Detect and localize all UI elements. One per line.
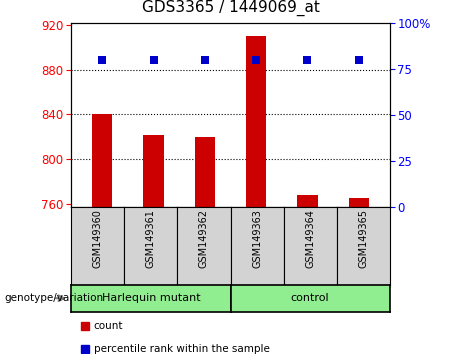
Text: GSM149362: GSM149362 bbox=[199, 210, 209, 268]
Text: GSM149363: GSM149363 bbox=[252, 210, 262, 268]
Bar bbox=[349, 198, 369, 207]
Text: percentile rank within the sample: percentile rank within the sample bbox=[94, 344, 270, 354]
Text: Harlequin mutant: Harlequin mutant bbox=[102, 293, 200, 303]
Bar bbox=[143, 135, 164, 207]
Text: GSM149360: GSM149360 bbox=[93, 210, 103, 268]
Text: genotype/variation: genotype/variation bbox=[5, 293, 104, 303]
Bar bbox=[92, 114, 112, 207]
Text: count: count bbox=[94, 321, 123, 331]
Text: GSM149361: GSM149361 bbox=[146, 210, 156, 268]
Text: control: control bbox=[291, 293, 329, 303]
Text: GSM149364: GSM149364 bbox=[305, 210, 315, 268]
Bar bbox=[297, 195, 318, 207]
Text: GDS3365 / 1449069_at: GDS3365 / 1449069_at bbox=[142, 0, 319, 16]
Bar bbox=[246, 36, 266, 207]
Bar bbox=[195, 137, 215, 207]
Text: GSM149365: GSM149365 bbox=[358, 210, 368, 268]
